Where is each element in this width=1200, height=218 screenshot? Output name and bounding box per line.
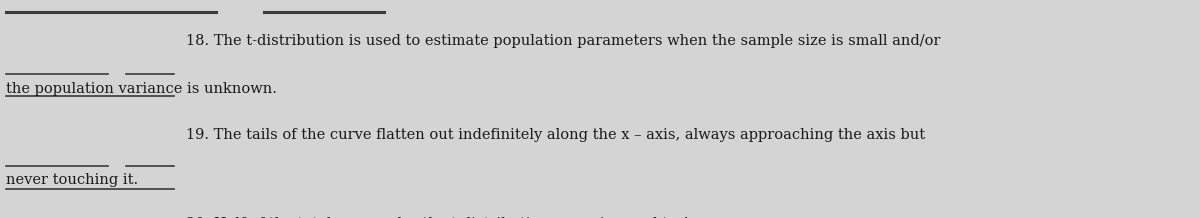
Text: the population variance is unknown.: the population variance is unknown. — [6, 82, 277, 96]
Text: 20. Half of the total area under the t-distribution curve is equal to 1.: 20. Half of the total area under the t-d… — [186, 217, 696, 218]
Text: 18. The t-distribution is used to estimate population parameters when the sample: 18. The t-distribution is used to estima… — [186, 34, 941, 48]
Text: never touching it.: never touching it. — [6, 174, 138, 187]
Text: 19. The tails of the curve flatten out indefinitely along the x – axis, always a: 19. The tails of the curve flatten out i… — [186, 128, 925, 142]
